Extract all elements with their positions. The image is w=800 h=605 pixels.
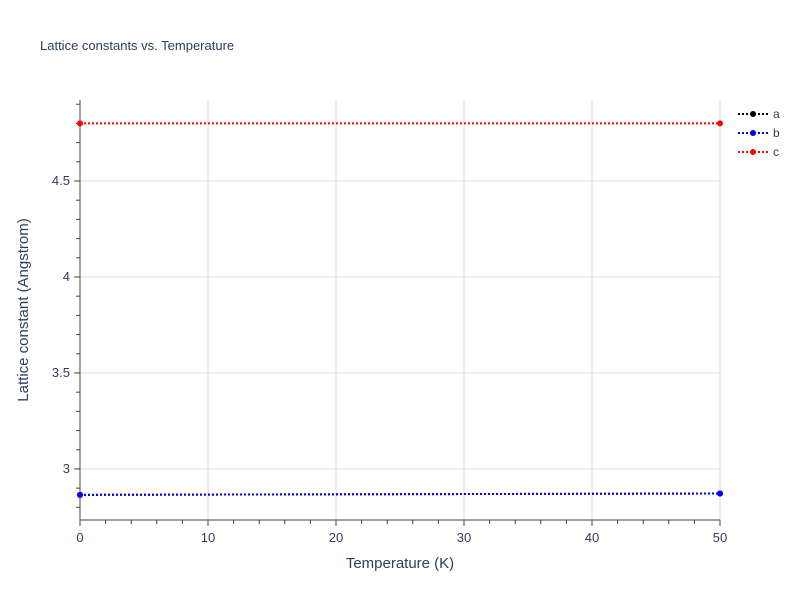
legend-marker-a [750,111,756,117]
x-tick-label: 40 [585,530,599,545]
y-tick-label: 3.5 [52,365,70,380]
data-point-c [717,120,723,127]
legend-marker-b [750,130,756,136]
x-tick-label: 20 [329,530,343,545]
y-tick-label: 3 [63,461,70,476]
legend-label-b: b [773,126,780,140]
x-tick-label: 30 [457,530,471,545]
legend-label-a: a [773,107,780,121]
data-point-c [77,120,83,127]
y-tick-label: 4.5 [52,173,70,188]
y-tick-label: 4 [63,269,70,284]
series-line-b [79,492,721,496]
x-tick-label: 50 [713,530,727,545]
legend-marker-c [750,149,756,155]
data-point-b [717,490,723,497]
legend-label-c: c [773,145,779,159]
x-tick-label: 10 [201,530,215,545]
chart-title: Lattice constants vs. Temperature [40,38,234,53]
y-axis-label: Lattice constant (Angstrom) [15,218,32,401]
x-axis-label: Temperature (K) [346,555,454,572]
data-point-b [77,491,83,498]
x-tick-label: 0 [76,530,83,545]
